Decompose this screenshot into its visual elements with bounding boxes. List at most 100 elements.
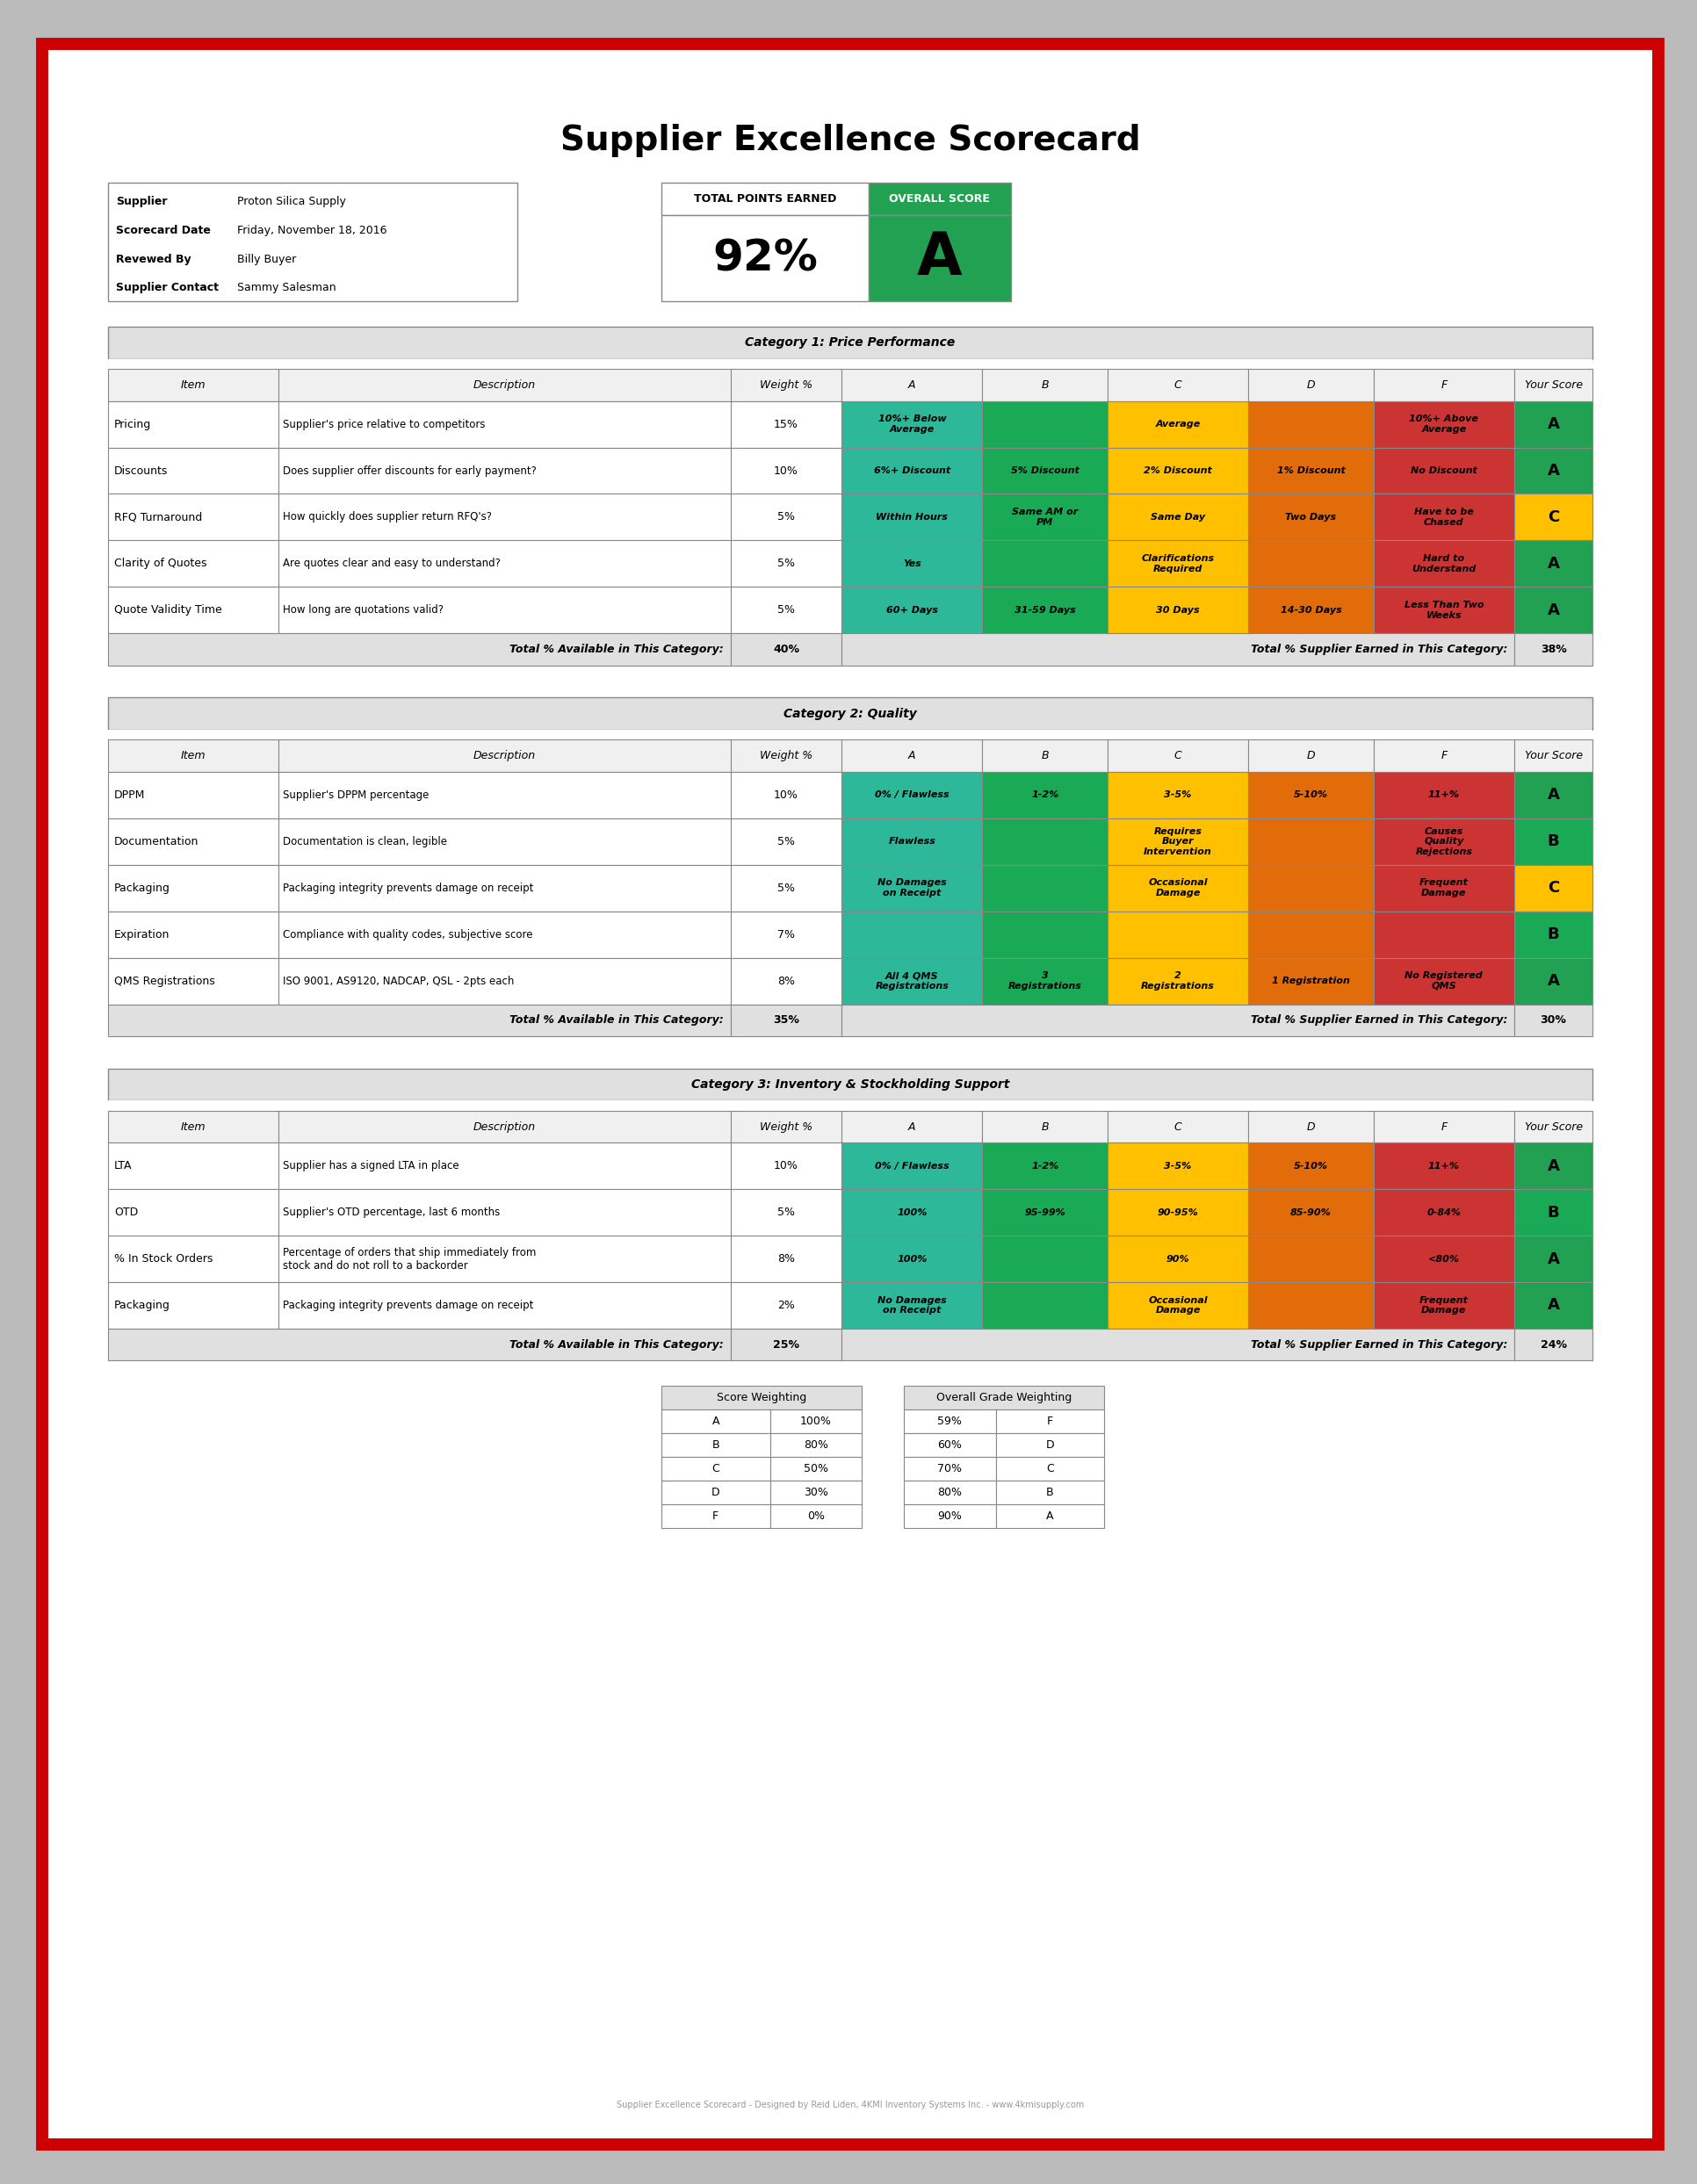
Text: Occasional
Damage: Occasional Damage xyxy=(1149,878,1208,898)
Bar xyxy=(278,771,731,819)
Text: 7%: 7% xyxy=(777,928,794,941)
Bar xyxy=(842,1142,983,1190)
Text: Item: Item xyxy=(180,1120,205,1133)
Text: Sammy Salesman: Sammy Salesman xyxy=(238,282,336,293)
Text: Weight %: Weight % xyxy=(760,749,813,762)
Bar xyxy=(662,216,869,301)
Text: A: A xyxy=(908,1120,916,1133)
Bar xyxy=(996,1409,1105,1433)
Bar xyxy=(1514,1190,1593,1236)
Text: 100%: 100% xyxy=(898,1254,927,1262)
Bar xyxy=(842,1190,983,1236)
Bar xyxy=(770,1505,862,1529)
Text: Clarifications
Required: Clarifications Required xyxy=(1142,555,1215,572)
Bar xyxy=(1373,1190,1514,1236)
Text: Less Than Two
Weeks: Less Than Two Weeks xyxy=(1403,601,1483,620)
Bar xyxy=(731,819,842,865)
Bar xyxy=(1249,771,1373,819)
Bar xyxy=(770,1433,862,1457)
Bar xyxy=(842,819,983,865)
Bar xyxy=(278,1282,731,1328)
Text: A: A xyxy=(1548,786,1560,804)
Text: 90-95%: 90-95% xyxy=(1157,1208,1198,1216)
Text: Your Score: Your Score xyxy=(1524,749,1583,762)
Bar xyxy=(1373,959,1514,1005)
Bar xyxy=(107,911,278,959)
Text: D: D xyxy=(1045,1439,1054,1450)
Bar xyxy=(842,1328,1514,1361)
Bar xyxy=(842,959,983,1005)
Text: Compliance with quality codes, subjective score: Compliance with quality codes, subjectiv… xyxy=(283,928,533,941)
Text: C: C xyxy=(1047,1463,1054,1474)
Bar xyxy=(731,1190,842,1236)
Text: 5%: 5% xyxy=(777,557,794,570)
Bar xyxy=(1108,959,1249,1005)
Text: Category 3: Inventory & Stockholding Support: Category 3: Inventory & Stockholding Sup… xyxy=(691,1079,1010,1090)
Bar xyxy=(1249,819,1373,865)
Text: 10%: 10% xyxy=(774,1160,799,1171)
Text: 60%: 60% xyxy=(937,1439,962,1450)
Text: ISO 9001, AS9120, NADCAP, QSL - 2pts each: ISO 9001, AS9120, NADCAP, QSL - 2pts eac… xyxy=(283,976,514,987)
Bar xyxy=(1514,633,1593,666)
Text: Two Days: Two Days xyxy=(1285,513,1337,522)
Bar xyxy=(1373,1282,1514,1328)
Bar xyxy=(731,587,842,633)
Text: Category 2: Quality: Category 2: Quality xyxy=(784,708,916,721)
Text: Item: Item xyxy=(180,749,205,762)
Text: 3
Registrations: 3 Registrations xyxy=(1008,972,1083,992)
Bar xyxy=(107,1282,278,1328)
Text: A: A xyxy=(1548,1158,1560,1173)
Bar xyxy=(731,494,842,539)
Text: 1-2%: 1-2% xyxy=(1032,1162,1059,1171)
Bar xyxy=(905,1505,996,1529)
Bar xyxy=(107,448,278,494)
Bar xyxy=(1108,819,1249,865)
Bar xyxy=(1108,369,1249,402)
Text: Supplier's OTD percentage, last 6 months: Supplier's OTD percentage, last 6 months xyxy=(283,1208,501,1219)
Bar xyxy=(869,216,1011,301)
Text: 0% / Flawless: 0% / Flawless xyxy=(876,1162,949,1171)
Bar xyxy=(731,959,842,1005)
Text: Proton Silica Supply: Proton Silica Supply xyxy=(238,197,346,207)
Text: Item: Item xyxy=(180,380,205,391)
Bar xyxy=(1249,1142,1373,1190)
Bar xyxy=(662,1409,770,1433)
Text: F: F xyxy=(1047,1415,1054,1428)
Bar xyxy=(905,1433,996,1457)
Bar xyxy=(107,1328,731,1361)
Bar xyxy=(278,539,731,587)
Bar xyxy=(996,1457,1105,1481)
Bar xyxy=(107,819,278,865)
Text: C: C xyxy=(1174,749,1181,762)
Text: Revewed By: Revewed By xyxy=(115,253,192,264)
Bar xyxy=(107,1190,278,1236)
Bar xyxy=(869,183,1011,216)
Text: Total % Supplier Earned in This Category:: Total % Supplier Earned in This Category… xyxy=(1251,644,1507,655)
Text: Average: Average xyxy=(1156,419,1200,428)
Text: 14-30 Days: 14-30 Days xyxy=(1280,605,1342,614)
Text: A: A xyxy=(711,1415,720,1428)
Text: A: A xyxy=(1548,603,1560,618)
Text: 59%: 59% xyxy=(937,1415,962,1428)
Text: Supplier's DPPM percentage: Supplier's DPPM percentage xyxy=(283,788,429,802)
Bar xyxy=(983,1236,1108,1282)
Bar xyxy=(107,729,1593,740)
Text: Clarity of Quotes: Clarity of Quotes xyxy=(114,557,207,570)
Bar xyxy=(842,448,983,494)
Text: 6%+ Discount: 6%+ Discount xyxy=(874,467,950,476)
Bar xyxy=(905,1481,996,1505)
Text: Documentation is clean, legible: Documentation is clean, legible xyxy=(283,836,448,847)
Text: 10%: 10% xyxy=(774,465,799,476)
Bar xyxy=(107,1068,1593,1101)
Bar xyxy=(842,1112,983,1142)
Text: 85-90%: 85-90% xyxy=(1290,1208,1332,1216)
Text: A: A xyxy=(1548,417,1560,432)
Bar xyxy=(983,539,1108,587)
Bar xyxy=(662,1387,862,1409)
Text: 11+%: 11+% xyxy=(1429,791,1459,799)
Bar xyxy=(662,1457,770,1481)
Text: Supplier's price relative to competitors: Supplier's price relative to competitors xyxy=(283,419,485,430)
Bar xyxy=(107,1112,278,1142)
Bar xyxy=(983,959,1108,1005)
Text: 2% Discount: 2% Discount xyxy=(1144,467,1212,476)
